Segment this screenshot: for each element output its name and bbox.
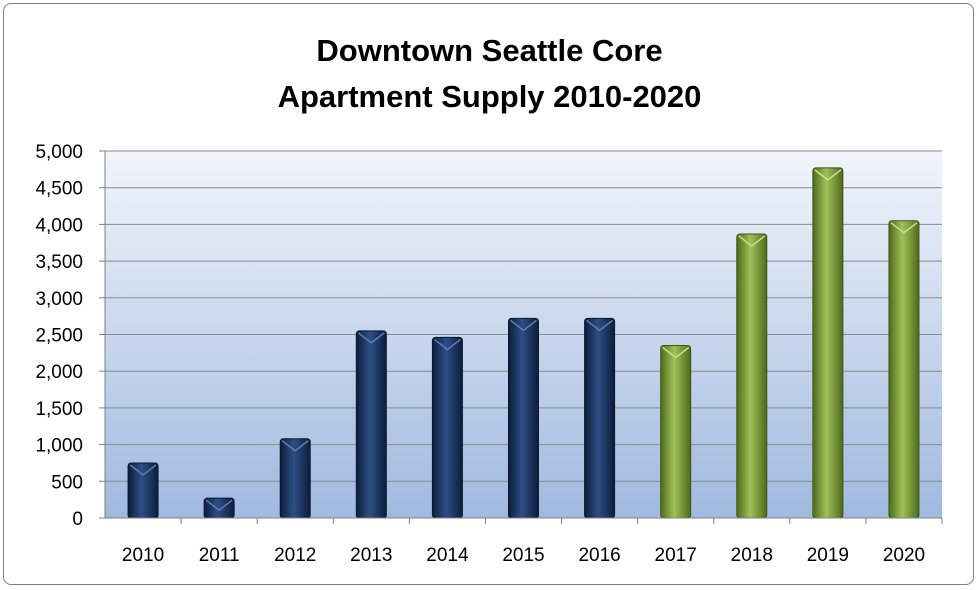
bar-bevel-2011 (205, 499, 233, 512)
chart-title-line-2: Apartment Supply 2010-2020 (277, 79, 702, 114)
x-tick-label: 2016 (578, 545, 620, 566)
bar-bevel-2015 (510, 319, 537, 332)
bar-bevel-2018 (738, 235, 766, 247)
bar-bevel-2019 (814, 169, 842, 181)
bar-2016 (584, 317, 616, 519)
axes (99, 150, 943, 524)
y-tick-label: 4,000 (35, 215, 83, 236)
bar-bevel-2013 (357, 332, 385, 344)
bar-bevel-2014 (433, 338, 461, 351)
y-tick-label: 2,000 (35, 362, 83, 383)
bar-bevel-2010 (129, 464, 157, 476)
y-tick-label: 0 (72, 509, 83, 530)
x-tick-label: 2011 (199, 545, 240, 566)
y-tick-label: 3,500 (35, 252, 83, 273)
x-tick-label: 2015 (502, 545, 544, 566)
bar-2017 (660, 345, 692, 519)
y-tick-label: 2,500 (35, 326, 83, 347)
y-tick-label: 500 (51, 472, 83, 493)
bar-2013 (355, 330, 387, 519)
bar-bevel-2020 (890, 222, 918, 234)
bar-bevel-2016 (586, 319, 614, 332)
x-tick-label: 2019 (807, 545, 849, 566)
bar-bevel-2017 (662, 346, 690, 359)
x-tick-label: 2012 (274, 545, 316, 566)
x-tick-label: 2020 (883, 545, 925, 566)
x-tick-label: 2018 (731, 545, 773, 566)
y-tick-label: 1,000 (35, 436, 83, 457)
bar-2011 (203, 497, 235, 519)
chart-title: Downtown Seattle Core Apartment Supply 2… (0, 28, 979, 120)
bar-2019 (812, 167, 844, 519)
bar-bevel-2012 (281, 440, 309, 452)
bar-2010 (127, 462, 159, 519)
y-tick-label: 3,000 (35, 289, 83, 310)
x-tick-label: 2014 (426, 545, 469, 566)
chart-title-line-1: Downtown Seattle Core (316, 33, 663, 68)
y-tick-label: 5,000 (35, 142, 83, 163)
y-tick-label: 1,500 (35, 399, 83, 420)
bar-2020 (888, 220, 920, 519)
x-tick-label: 2017 (655, 545, 697, 566)
x-tick-label: 2013 (350, 545, 392, 566)
bar-2014 (431, 336, 463, 519)
y-tick-labels: 0 500 1,000 1,500 2,000 2,500 3,000 3,500 4,000 4… (35, 142, 83, 530)
y-tick-label: 4,500 (35, 179, 83, 200)
bars (127, 167, 920, 519)
bar-2015 (508, 317, 539, 519)
bar-2018 (736, 233, 768, 519)
x-tick-label: 2010 (122, 545, 164, 566)
x-tick-labels: 2010 2011 2012 2013 2014 2015 2016 2017 2018 2019… (122, 545, 925, 566)
